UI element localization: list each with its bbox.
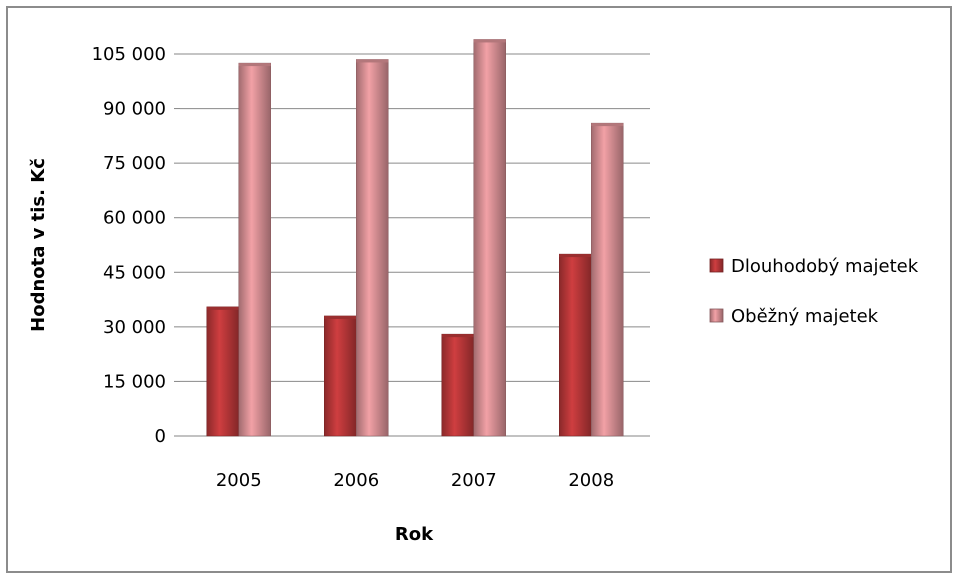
bar-obezny-2006 xyxy=(356,59,389,437)
bar-top-cap xyxy=(441,334,474,338)
bar-dlouhodoby-2007 xyxy=(441,333,474,437)
bar-top-cap xyxy=(356,59,389,63)
bar-dlouhodoby-2005 xyxy=(206,306,239,437)
y-tick-label: 0 xyxy=(155,426,166,447)
legend-label: Oběžný majetek xyxy=(731,306,879,327)
bar-top-cap xyxy=(324,315,357,319)
bar-top-cap xyxy=(206,306,239,310)
x-tick-label: 2008 xyxy=(568,470,614,491)
legend-swatch xyxy=(709,258,724,273)
bar-top-cap xyxy=(473,39,506,43)
x-tick-label: 2006 xyxy=(333,470,379,491)
x-tick-label: 2005 xyxy=(216,470,262,491)
bars xyxy=(206,39,624,437)
bar-top-cap xyxy=(559,254,592,258)
y-tick-label: 105 000 xyxy=(92,44,166,65)
y-tick-label: 45 000 xyxy=(103,262,166,283)
bar-dlouhodoby-2008 xyxy=(559,253,592,437)
bar-dlouhodoby-2006 xyxy=(324,315,357,437)
y-tick-label: 30 000 xyxy=(103,317,166,338)
y-tick-labels: 0 15 000 30 000 45 000 60 000 75 000 90 000 105… xyxy=(92,44,166,447)
y-tick-label: 90 000 xyxy=(103,99,166,120)
bar-top-cap xyxy=(238,63,271,67)
legend: Dlouhodobý majetek Oběžný majetek xyxy=(709,256,919,327)
y-tick-label: 75 000 xyxy=(103,153,166,174)
bar-obezny-2007 xyxy=(473,39,506,437)
y-axis-title: Hodnota v tis. Kč xyxy=(28,158,49,332)
y-tick-label: 60 000 xyxy=(103,208,166,229)
bar-obezny-2005 xyxy=(238,62,271,437)
y-tick-label: 15 000 xyxy=(103,371,166,392)
x-tick-label: 2007 xyxy=(451,470,497,491)
legend-swatch xyxy=(709,308,724,323)
bar-obezny-2008 xyxy=(591,122,624,437)
legend-label: Dlouhodobý majetek xyxy=(731,256,919,277)
bar-top-cap xyxy=(591,123,624,127)
x-tick-labels: 2005 2006 2007 2008 xyxy=(216,470,614,491)
x-axis-title: Rok xyxy=(395,524,434,545)
